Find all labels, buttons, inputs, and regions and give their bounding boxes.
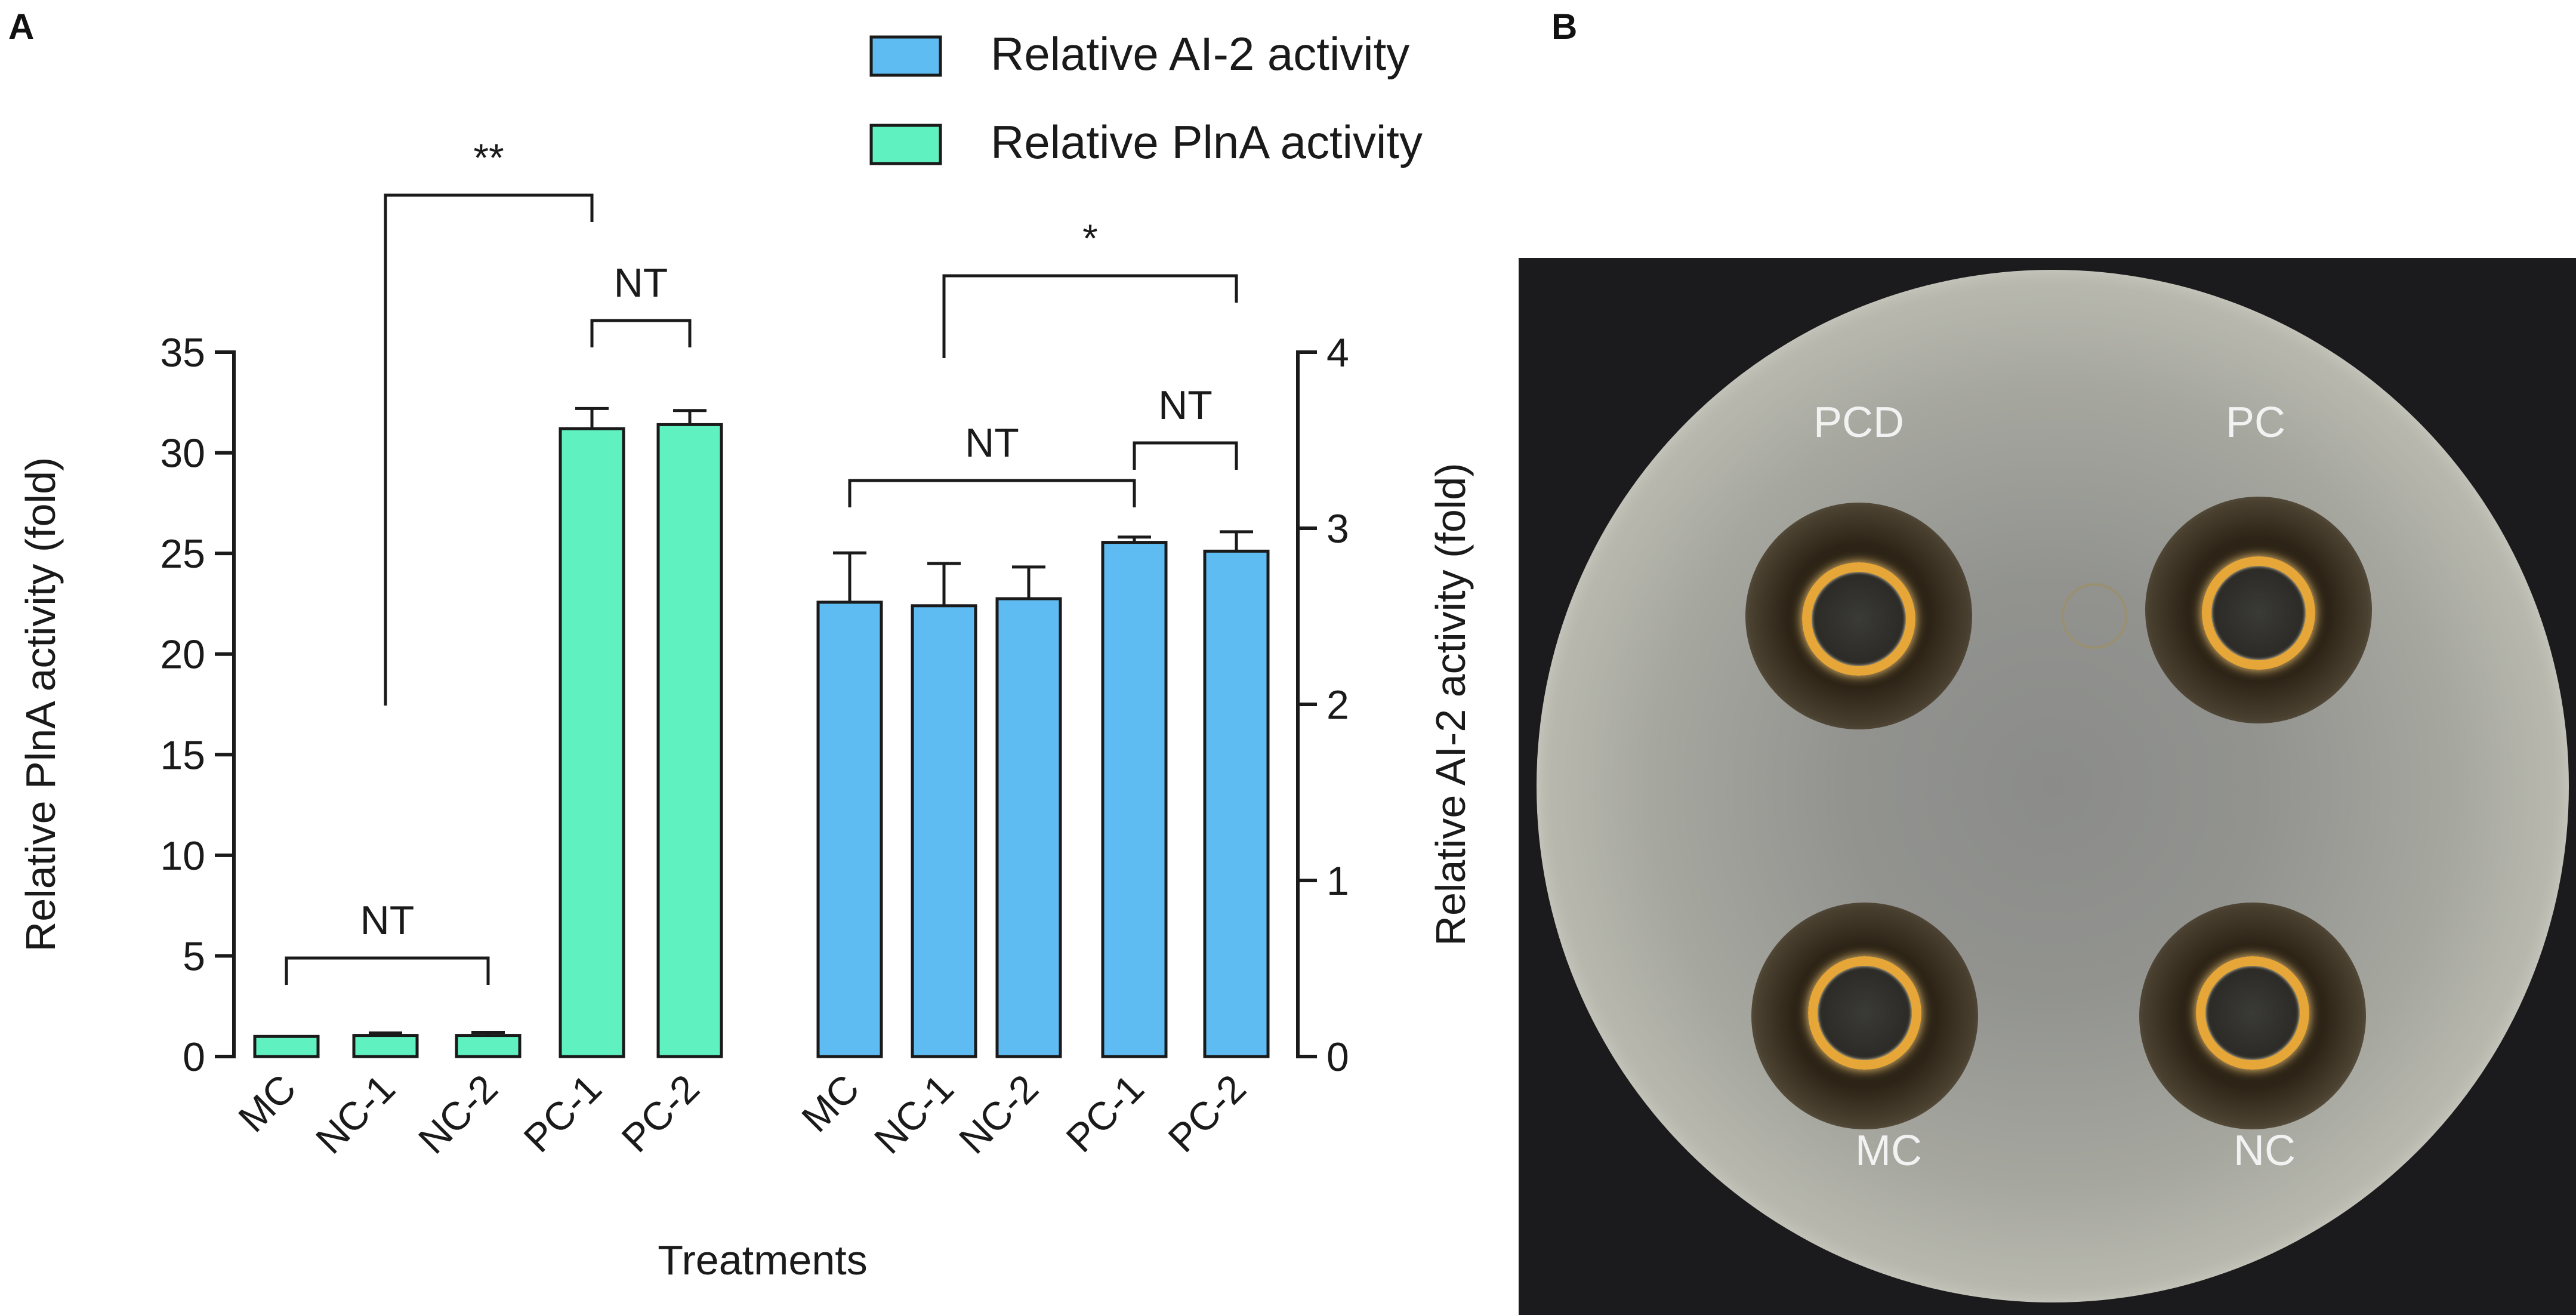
left-tick-label: 0 — [183, 1034, 205, 1080]
well-mc — [1808, 956, 1921, 1070]
empty-well-mark — [2062, 583, 2127, 649]
right-tick-label: 3 — [1326, 506, 1349, 552]
bar-plna-nc-1 — [352, 1034, 419, 1058]
well-pcd — [1802, 562, 1915, 676]
legend-label: Relative PlnA activity — [991, 116, 1423, 168]
category-tick-label: NC-2 — [410, 1066, 506, 1162]
agar-plate: PCD PC MC NC — [1537, 270, 2569, 1302]
significance-bracket — [384, 193, 594, 222]
significance-label: NT — [360, 898, 415, 943]
right-tick-label: 1 — [1326, 858, 1349, 904]
left-tick-label: 15 — [160, 732, 205, 778]
bar-plna-pc-1 — [559, 427, 625, 1058]
significance-label: NT — [1158, 383, 1213, 428]
significance-bracket — [285, 956, 490, 985]
bar-ai-2-pc-2 — [1203, 549, 1270, 1058]
left-tick-label: 5 — [183, 934, 205, 979]
significance-label: ** — [473, 135, 504, 180]
significance-label: NT — [614, 260, 668, 306]
bar-ai-2-nc-2 — [995, 597, 1062, 1058]
significance-bracket — [1133, 441, 1238, 470]
right-tick-label: 2 — [1326, 682, 1349, 728]
significance-label: NT — [965, 420, 1019, 466]
left-tick-label: 20 — [160, 632, 205, 677]
legend-swatch-ai2 — [869, 35, 942, 77]
panel-label-a: A — [8, 7, 35, 47]
legend-label: Relative AI-2 activity — [991, 27, 1409, 80]
left-tick-label: 25 — [160, 531, 205, 577]
category-tick-label: NC-1 — [307, 1066, 403, 1162]
agar-plate-photo: PCD PC MC NC — [1519, 258, 2576, 1315]
bar-plna-pc-2 — [656, 423, 723, 1058]
category-tick-label: NC-1 — [866, 1066, 962, 1162]
plate-label-mc: MC — [1855, 1127, 1922, 1175]
left-tick-label: 30 — [160, 431, 205, 476]
significance-bracket — [590, 319, 692, 347]
plate-label-pc: PC — [2225, 399, 2286, 446]
plate-label-nc: NC — [2233, 1127, 2296, 1175]
category-tick-label: MC — [230, 1066, 304, 1141]
left-tick-label: 10 — [160, 833, 205, 879]
significance-bracket — [848, 479, 1136, 507]
legend-swatch-plna — [869, 124, 942, 165]
significance-brackets: NT NT ** NT NT * — [285, 135, 1238, 985]
axis-labels: Treatments Relative PlnA activity (fold) R… — [17, 457, 1474, 1283]
left-y-axis-title: Relative PlnA activity (fold) — [17, 457, 64, 952]
significance-label: * — [1082, 216, 1098, 260]
well-nc — [2196, 956, 2309, 1070]
right-tick-label: 4 — [1326, 330, 1349, 375]
right-y-axis-title: Relative AI-2 activity (fold) — [1427, 463, 1474, 946]
x-axis-title: Treatments — [658, 1237, 867, 1283]
legend: Relative AI-2 activity Relative PlnA acti… — [869, 27, 1423, 168]
bars — [253, 406, 1270, 1058]
significance-bracket — [942, 274, 1238, 303]
category-tick-label: PC-2 — [613, 1066, 708, 1161]
panel-label-b: B — [1551, 7, 1578, 47]
category-tick-label: NC-2 — [951, 1066, 1047, 1162]
category-tick-label: PC-2 — [1159, 1066, 1254, 1161]
bar-ai-2-pc-1 — [1101, 541, 1168, 1058]
category-tick-label: PC-1 — [1057, 1066, 1152, 1161]
right-tick-label: 0 — [1326, 1034, 1349, 1080]
bar-plna-nc-2 — [455, 1034, 522, 1058]
category-tick-label: MC — [793, 1066, 868, 1141]
left-tick-label: 35 — [160, 330, 205, 375]
well-pc — [2202, 556, 2315, 670]
bar-ai-2-nc-1 — [911, 604, 977, 1058]
bar-plna-mc — [253, 1034, 320, 1058]
bar-ai-2-mc — [816, 600, 883, 1058]
plate-label-pcd: PCD — [1813, 399, 1905, 446]
category-tick-label: PC-1 — [515, 1066, 610, 1161]
